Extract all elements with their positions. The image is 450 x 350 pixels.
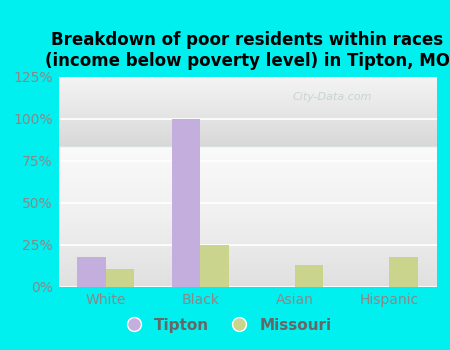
Bar <box>77 257 106 287</box>
Bar <box>389 257 418 287</box>
Bar <box>200 245 229 287</box>
Bar <box>295 265 323 287</box>
Title: Breakdown of poor residents within races
(income below poverty level) in Tipton,: Breakdown of poor residents within races… <box>45 31 450 70</box>
Bar <box>172 119 200 287</box>
Bar <box>106 268 134 287</box>
Legend: Tipton, Missouri: Tipton, Missouri <box>112 312 338 339</box>
Text: City-Data.com: City-Data.com <box>293 92 372 102</box>
